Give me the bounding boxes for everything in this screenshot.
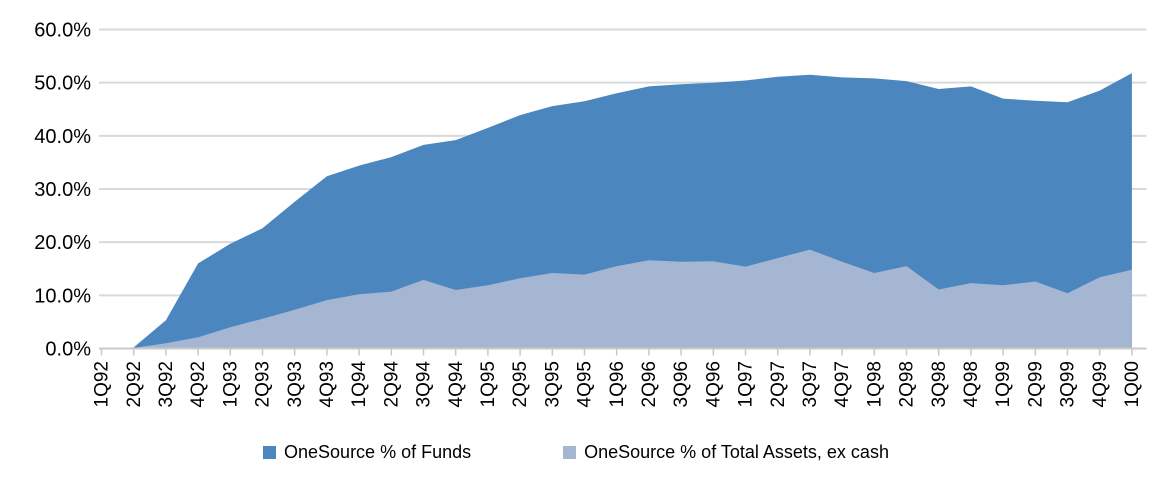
- x-axis-tick-label: 4Q93: [317, 361, 338, 407]
- x-axis-tick-label: 3Q97: [800, 361, 821, 407]
- x-axis-tick-label: 3Q92: [156, 361, 177, 407]
- x-axis-tick-label: 1Q00: [1122, 361, 1143, 407]
- x-axis-tick-label: 1Q94: [349, 361, 370, 408]
- x-axis-tick-label: 2Q98: [897, 361, 918, 407]
- legend-item-assets: OneSource % of Total Assets, ex cash: [563, 442, 889, 463]
- y-axis-tick-label: 40.0%: [34, 126, 91, 148]
- x-axis-tick-label: 1Q95: [478, 361, 499, 407]
- x-axis-tick-label: 2Q99: [1025, 361, 1046, 407]
- y-axis-tick-label: 50.0%: [34, 73, 91, 95]
- x-axis-tick-label: 4Q98: [961, 361, 982, 407]
- area-chart: 0.0% 10.0% 20.0% 30.0% 40.0% 50.0% 60.0% 1Q92 2Q…: [34, 20, 1147, 408]
- y-axis-tick-label: 60.0%: [34, 20, 91, 42]
- x-axis-tick-label: 1Q93: [220, 361, 241, 407]
- x-axis-tick-label: 2Q95: [510, 361, 531, 407]
- x-axis-tick-label: 3Q94: [414, 361, 435, 408]
- y-axis-tick-label: 0.0%: [45, 339, 91, 361]
- legend-label-assets: OneSource % of Total Assets, ex cash: [584, 442, 889, 462]
- x-axis-tick-label: 3Q95: [542, 361, 563, 407]
- x-axis-tick-label: 4Q97: [832, 361, 853, 407]
- x-axis-tick-label: 1Q99: [993, 361, 1014, 407]
- x-axis-tick-label: 4Q92: [188, 361, 209, 407]
- y-axis-tick-label: 20.0%: [34, 232, 91, 254]
- x-axis-tick-label: 2Q97: [768, 361, 789, 407]
- x-axis-tick-label: 1Q96: [607, 361, 628, 407]
- x-axis-tick-label: 1Q92: [92, 361, 113, 407]
- legend-label-funds: OneSource % of Funds: [284, 442, 472, 462]
- x-axis-tick-label: 2Q93: [253, 361, 274, 407]
- legend-item-funds: OneSource % of Funds: [263, 442, 471, 463]
- x-axis-tick-label: 2Q96: [639, 361, 660, 407]
- area-series-assets: [101, 249, 1132, 349]
- x-axis-tick-label: 1Q98: [864, 361, 885, 407]
- x-axis-tick-label: 3Q98: [929, 361, 950, 407]
- x-axis-tick-label: 4Q95: [575, 361, 596, 407]
- x-axis-tick-label: 4Q94: [446, 361, 467, 408]
- x-axis-tick-label: 4Q99: [1090, 361, 1111, 407]
- x-axis-tick-label: 1Q97: [736, 361, 757, 407]
- legend-swatch-funds-icon: [263, 446, 277, 459]
- x-axis-tick-label: 3Q93: [285, 361, 306, 407]
- x-axis-tick-label: 3Q96: [671, 361, 692, 407]
- x-axis-tick-label: 2Q94: [381, 361, 402, 408]
- x-axis-tick-label: 4Q96: [703, 361, 724, 407]
- y-axis-tick-label: 30.0%: [34, 179, 91, 201]
- x-axis-tick-label: 3Q99: [1058, 361, 1079, 407]
- y-axis-tick-label: 10.0%: [34, 285, 91, 307]
- chart-legend: OneSource % of Funds OneSource % of Tota…: [0, 442, 1152, 463]
- legend-swatch-assets-icon: [563, 446, 577, 459]
- x-axis-tick-label: 2Q92: [124, 361, 145, 407]
